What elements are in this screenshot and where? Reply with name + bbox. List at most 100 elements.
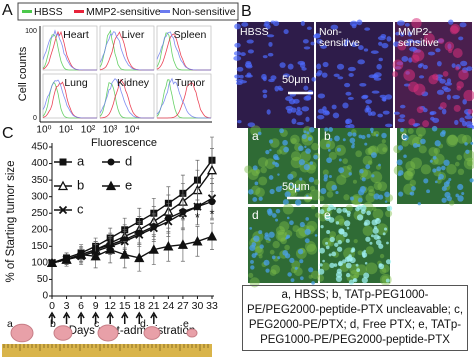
marker xyxy=(107,158,115,166)
stain-region xyxy=(318,195,325,202)
x-tick-label: 10⁴ xyxy=(124,125,139,136)
stain-region xyxy=(382,147,388,153)
stain-region xyxy=(406,167,416,177)
cell-nucleus xyxy=(386,205,393,212)
cell-nucleus xyxy=(417,63,423,69)
organ-label: Liver xyxy=(122,29,145,41)
cell-nucleus xyxy=(319,209,325,215)
photo-label: a xyxy=(7,318,13,330)
cell-nucleus xyxy=(374,218,381,224)
marker xyxy=(164,214,172,222)
cell-nucleus xyxy=(349,196,354,201)
cell-nucleus xyxy=(364,142,368,146)
cell-nucleus xyxy=(397,118,405,123)
cell-nucleus xyxy=(304,228,311,235)
cell-nucleus xyxy=(284,191,291,198)
cell-nucleus xyxy=(262,89,268,94)
cell-nucleus xyxy=(251,242,257,247)
dose-arrow xyxy=(106,311,114,324)
stain-region xyxy=(311,270,320,280)
cell-nucleus xyxy=(259,244,264,249)
cell-nucleus xyxy=(257,131,262,136)
cell-nucleus xyxy=(252,197,258,202)
cell-nucleus xyxy=(443,159,450,166)
cell-nucleus xyxy=(315,72,322,77)
cell-nucleus xyxy=(295,110,303,116)
cell-nucleus xyxy=(448,177,452,182)
cell-nucleus xyxy=(322,61,329,68)
fluorescence-spot xyxy=(438,37,445,45)
cell-nucleus xyxy=(342,259,347,264)
x-tick-label: 12 xyxy=(104,300,116,312)
stain-region xyxy=(376,223,389,236)
stain-region xyxy=(361,169,372,180)
image-label: sensitive xyxy=(319,37,360,49)
cell-nucleus xyxy=(324,127,329,132)
fluorescence-spot xyxy=(456,81,464,89)
cell-nucleus xyxy=(399,127,405,132)
micrograph xyxy=(397,128,472,204)
cell-nucleus xyxy=(234,74,241,79)
x-tick-label: 33 xyxy=(206,300,218,312)
cell-nucleus xyxy=(361,252,368,258)
cell-nucleus xyxy=(459,22,467,28)
cell-nucleus xyxy=(420,138,426,145)
stain-region xyxy=(456,154,463,161)
marker xyxy=(61,254,72,264)
cell-nucleus xyxy=(311,77,316,82)
stain-region xyxy=(367,160,373,166)
cell-nucleus xyxy=(279,62,286,68)
marker xyxy=(57,180,69,191)
x-tick-label: 10² xyxy=(81,125,96,136)
stain-region xyxy=(446,135,459,147)
stain-region xyxy=(314,212,321,218)
cell-nucleus xyxy=(305,217,309,221)
stain-region xyxy=(420,164,432,175)
stain-region xyxy=(306,243,318,255)
cell-nucleus xyxy=(326,157,333,164)
cell-nucleus xyxy=(438,173,444,180)
stain-region xyxy=(446,164,457,175)
legend-label: b xyxy=(77,177,84,192)
cell-nucleus xyxy=(319,263,323,267)
cell-nucleus xyxy=(279,185,283,189)
stain-region xyxy=(282,203,294,215)
stain-region xyxy=(368,189,376,197)
cell-nucleus xyxy=(299,259,304,264)
cell-nucleus xyxy=(345,91,352,96)
cell-nucleus xyxy=(407,31,413,37)
cell-nucleus xyxy=(336,147,341,152)
cell-nucleus xyxy=(286,234,291,239)
cell-nucleus xyxy=(241,22,249,27)
cell-nucleus xyxy=(268,175,274,180)
stain-region xyxy=(284,244,290,251)
image-label: c xyxy=(401,129,407,143)
cell-nucleus xyxy=(332,112,340,119)
cell-nucleus xyxy=(265,268,270,273)
cell-nucleus xyxy=(344,82,351,88)
cell-nucleus xyxy=(270,20,276,24)
cell-nucleus xyxy=(360,204,367,212)
cell-nucleus xyxy=(348,72,354,77)
cell-nucleus xyxy=(373,193,380,200)
tumor-photo xyxy=(143,326,161,340)
cell-nucleus xyxy=(352,132,357,137)
stain-region xyxy=(379,253,385,259)
cell-nucleus xyxy=(400,31,405,37)
cell-nucleus xyxy=(459,117,465,123)
cell-nucleus xyxy=(342,138,346,142)
y-axis-label: % of Starting tumor size xyxy=(5,160,17,282)
cell-nucleus xyxy=(353,278,358,283)
photo-label: b xyxy=(50,318,56,330)
cell-nucleus xyxy=(446,94,451,100)
cell-nucleus xyxy=(372,227,379,234)
stain-region xyxy=(403,170,413,180)
cell-nucleus xyxy=(338,167,345,174)
cell-nucleus xyxy=(305,148,311,154)
cell-nucleus xyxy=(435,48,441,53)
cell-nucleus xyxy=(405,42,411,47)
cell-nucleus xyxy=(306,26,312,31)
series-line xyxy=(51,235,213,264)
cell-nucleus xyxy=(344,256,351,263)
stain-region xyxy=(433,147,440,155)
